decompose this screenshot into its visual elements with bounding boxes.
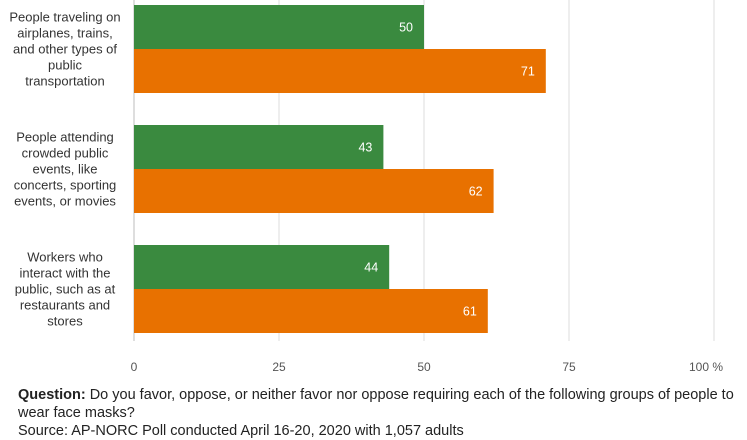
category-label: and other types of (13, 42, 117, 57)
category-label: People traveling on (9, 10, 120, 25)
category-label: public, such as at (15, 282, 116, 297)
chart-footer: Question: Do you favor, oppose, or neith… (18, 386, 738, 440)
category-label: interact with the (19, 266, 110, 281)
x-axis-ticks: 0 25 50 75 100 % (131, 360, 724, 374)
x-tick-label: 50 (417, 360, 431, 374)
x-tick-label: 75 (562, 360, 576, 374)
bar (134, 169, 494, 213)
category-label: People attending (16, 130, 114, 145)
bar (134, 5, 424, 49)
data-label: 61 (463, 305, 477, 319)
category-label: airplanes, trains, (17, 26, 112, 41)
bar (134, 49, 546, 93)
x-tick-label: 100 % (689, 360, 723, 374)
source-text: Source: AP-NORC Poll conducted April 16-… (18, 423, 464, 439)
category-label: concerts, sporting (14, 178, 117, 193)
bar (134, 289, 488, 333)
bars: 50 71 43 62 44 61 (134, 5, 546, 333)
category-label: crowded public (22, 146, 109, 161)
bar (134, 125, 384, 169)
data-label: 62 (469, 185, 483, 199)
category-label: public (48, 58, 82, 73)
data-label: 43 (358, 141, 372, 155)
question-text: Do you favor, oppose, or neither favor n… (18, 387, 734, 421)
data-label: 44 (364, 261, 378, 275)
bar (134, 245, 390, 289)
data-label: 50 (399, 21, 413, 35)
category-label: transportation (25, 74, 105, 89)
category-label: stores (47, 314, 83, 329)
category-label: events, or movies (14, 194, 116, 209)
data-label: 71 (521, 65, 535, 79)
x-tick-label: 25 (272, 360, 286, 374)
category-label: Workers who (27, 250, 103, 265)
category-label: restaurants and (20, 298, 110, 313)
x-tick-label: 0 (131, 360, 138, 374)
category-label: events, like (32, 162, 97, 177)
question-label: Question: (18, 387, 86, 403)
